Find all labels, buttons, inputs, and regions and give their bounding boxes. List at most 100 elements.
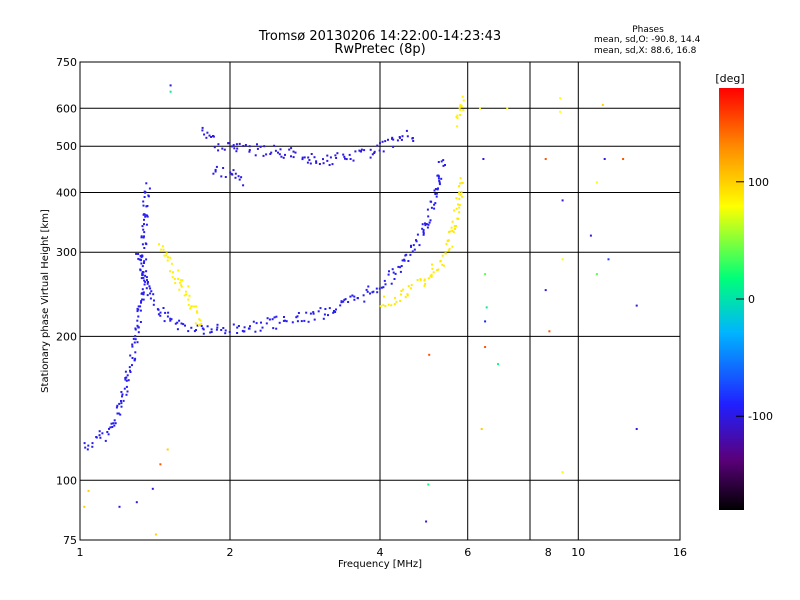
- echo-point: [315, 161, 318, 164]
- echo-point: [387, 138, 389, 141]
- echo-point: [282, 319, 285, 322]
- echo-point: [269, 153, 272, 155]
- echo-point: [344, 298, 347, 301]
- echo-point: [284, 153, 286, 156]
- echo-point: [317, 310, 320, 313]
- echo-point: [367, 285, 370, 288]
- echo-point: [236, 326, 239, 329]
- echo-point: [343, 155, 346, 158]
- echo-point: [455, 116, 458, 118]
- echo-point: [145, 287, 148, 290]
- echo-point: [129, 369, 131, 372]
- echo-point: [442, 164, 445, 167]
- echo-point: [328, 164, 331, 166]
- echo-point: [262, 154, 265, 157]
- echo-point: [595, 273, 598, 276]
- echo-point: [280, 155, 283, 158]
- echo-point: [460, 190, 463, 193]
- x-tick-label: 6: [464, 546, 471, 559]
- echo-point: [456, 117, 459, 120]
- echo-point: [188, 294, 191, 297]
- chart-subtitle: RwPretec (8p): [334, 42, 425, 57]
- echo-point: [448, 230, 450, 233]
- echo-point: [217, 143, 220, 146]
- echo-point: [312, 311, 315, 314]
- echo-point: [433, 189, 436, 192]
- echo-point: [409, 287, 412, 290]
- echo-point: [333, 310, 335, 312]
- echo-point: [426, 226, 429, 229]
- echo-point: [162, 248, 165, 251]
- echo-point: [164, 311, 167, 314]
- echo-point: [193, 330, 196, 333]
- echo-point: [427, 277, 430, 280]
- echo-point: [349, 158, 352, 160]
- echo-point: [242, 145, 245, 147]
- echo-point: [382, 150, 385, 153]
- echo-point: [114, 422, 117, 425]
- echo-point: [210, 328, 213, 331]
- echo-point: [178, 319, 181, 322]
- echo-point: [183, 294, 186, 297]
- echo-point: [433, 207, 436, 210]
- echo-point: [412, 140, 415, 142]
- echo-point: [83, 505, 86, 508]
- echo-point: [232, 169, 235, 172]
- echo-point: [200, 325, 203, 327]
- echo-point: [135, 501, 138, 504]
- echo-point: [196, 310, 198, 313]
- echo-point: [134, 335, 137, 338]
- phase-stats-x-line: mean, sd,X: 88.6, 16.8: [594, 46, 697, 56]
- echo-point: [430, 275, 433, 278]
- echo-point: [391, 137, 393, 140]
- echo-point: [622, 158, 625, 160]
- echo-point: [149, 292, 152, 295]
- echo-point: [345, 158, 348, 161]
- echo-point: [396, 139, 399, 142]
- echo-point: [169, 317, 172, 320]
- echo-point: [459, 108, 462, 111]
- echo-point: [428, 353, 431, 356]
- echo-point: [223, 148, 226, 151]
- echo-point: [369, 156, 372, 159]
- echo-point: [116, 404, 119, 407]
- echo-point: [178, 281, 181, 284]
- y-axis-label: Stationary phase Virtual Height [km]: [40, 209, 51, 393]
- echo-point: [137, 305, 140, 308]
- echo-point: [141, 271, 144, 273]
- echo-point: [427, 483, 430, 486]
- echo-point: [111, 426, 114, 428]
- echo-point: [139, 309, 142, 312]
- echo-point: [196, 324, 199, 327]
- echo-point: [407, 260, 410, 262]
- echo-point: [224, 329, 227, 332]
- echo-point: [215, 328, 218, 331]
- echo-point: [236, 147, 239, 150]
- echo-point: [442, 159, 445, 162]
- echo-point: [362, 294, 365, 297]
- echo-point: [205, 136, 208, 139]
- echo-point: [125, 393, 128, 396]
- echo-point: [383, 279, 386, 282]
- echo-point: [544, 158, 547, 160]
- echo-point: [131, 343, 134, 346]
- echo-point: [559, 97, 562, 100]
- echo-point: [187, 285, 190, 288]
- echo-point: [457, 203, 459, 206]
- echo-point: [129, 354, 132, 357]
- echo-point: [326, 159, 329, 162]
- echo-point: [220, 175, 223, 178]
- echo-point: [601, 103, 604, 106]
- echo-point: [378, 149, 381, 152]
- echo-point: [180, 285, 183, 288]
- echo-point: [423, 279, 426, 282]
- y-tick-label: 500: [56, 140, 77, 153]
- echo-point: [424, 282, 427, 285]
- echo-point: [373, 150, 376, 153]
- echo-point: [360, 148, 363, 151]
- echo-point: [254, 330, 257, 333]
- echo-point: [201, 126, 204, 129]
- echo-point: [140, 262, 143, 265]
- echo-point: [142, 228, 145, 231]
- echo-point: [290, 155, 292, 158]
